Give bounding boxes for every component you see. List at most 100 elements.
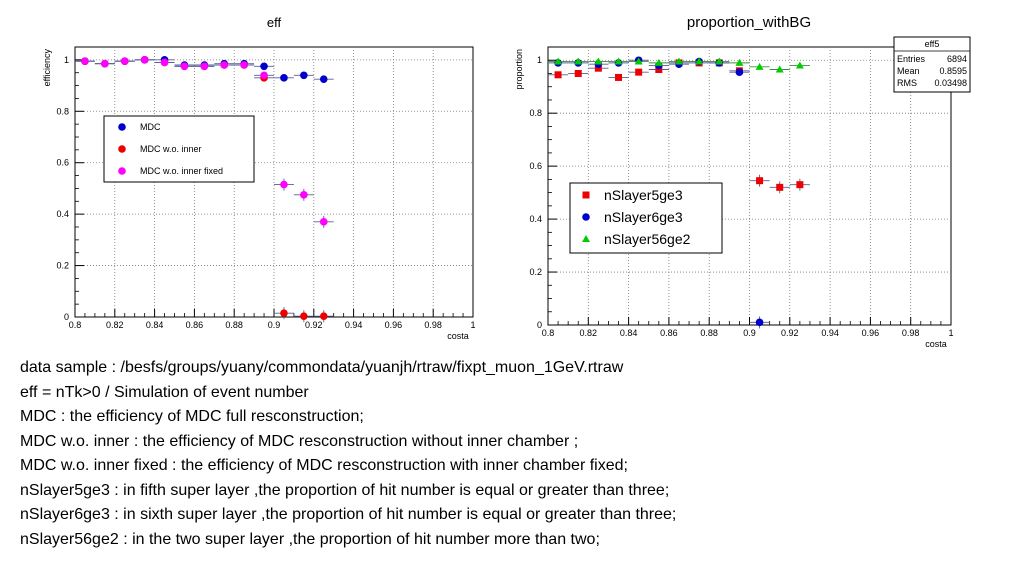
data-point xyxy=(776,183,784,191)
note-nslayer5ge3: nSlayer5ge3 : in fifth super layer ,the … xyxy=(20,481,670,499)
legend-box xyxy=(569,182,723,254)
data-point xyxy=(735,58,744,66)
stats-value: 0.03498 xyxy=(934,78,967,88)
y-tick-label: 0.2 xyxy=(56,261,69,271)
x-axis-label: costa xyxy=(925,339,947,349)
stats-frame xyxy=(893,36,971,93)
y-tick-label: 0 xyxy=(64,312,69,322)
stats-value: 0.8595 xyxy=(939,66,967,76)
data-point xyxy=(180,62,189,71)
note-mdc-wo-inner: MDC w.o. inner : the efficiency of MDC r… xyxy=(20,432,579,450)
legend-label: nSlayer5ge3 xyxy=(604,187,683,203)
legend-marker xyxy=(118,145,126,153)
x-tick-label: 0.9 xyxy=(743,328,756,338)
x-tick-label: 0.92 xyxy=(305,320,323,330)
data-point xyxy=(795,61,804,69)
data-point xyxy=(796,181,804,189)
data-point xyxy=(200,62,209,71)
y-tick-label: 0.8 xyxy=(529,108,542,118)
y-tick-label: 0.8 xyxy=(56,106,69,116)
data-point xyxy=(140,56,149,64)
legend: MDC MDC w.o. inner MDC w.o. inner fixed xyxy=(103,115,255,183)
data-point xyxy=(615,73,623,81)
data-point xyxy=(101,59,109,68)
x-tick-label: 0.88 xyxy=(225,320,243,330)
data-point xyxy=(715,57,724,65)
legend-marker xyxy=(582,235,590,242)
legend: nSlayer5ge3 nSlayer6ge3 nSlayer56ge2 xyxy=(569,182,723,254)
stats-label: Mean xyxy=(897,66,920,76)
data-point xyxy=(280,180,288,189)
description-notes: data sample : /besfs/groups/yuany/common… xyxy=(20,356,1010,552)
x-tick-label: 0.84 xyxy=(146,320,164,330)
legend-label: nSlayer6ge3 xyxy=(604,209,683,225)
data-point xyxy=(240,61,248,69)
data-point xyxy=(554,57,563,65)
y-tick-label: 0.6 xyxy=(56,158,69,168)
data-point xyxy=(260,71,268,80)
x-tick-label: 0.98 xyxy=(902,328,920,338)
stats-value: 6894 xyxy=(947,54,967,64)
x-tick-label: 0.94 xyxy=(821,328,839,338)
y-tick-label: 1 xyxy=(64,55,69,65)
data-point xyxy=(594,64,602,72)
note-nslayer56ge2: nSlayer56ge2 : in the two super layer ,t… xyxy=(20,530,600,548)
legend-label: MDC xyxy=(140,122,161,132)
x-tick-label: 0.8 xyxy=(69,320,82,330)
legend-marker xyxy=(118,167,126,175)
chart-efficiency: eff 0.8 0.82 0.84 0.86 0.88 0.9 0.92 0.94 0.96 0.9… xyxy=(42,15,476,341)
x-tick-label: 0.96 xyxy=(862,328,880,338)
x-tick-label: 0.92 xyxy=(781,328,799,338)
chart-title: proportion_withBG xyxy=(687,14,811,31)
x-tick-label: 0.82 xyxy=(580,328,598,338)
data-point xyxy=(120,57,129,65)
data-point xyxy=(280,74,288,82)
data-point xyxy=(554,71,562,79)
stats-label: Entries xyxy=(897,54,926,64)
x-tick-label: 0.8 xyxy=(542,328,555,338)
chart-proportion-withbg: proportion_withBG 0.8 0.82 0.84 0.86 0.88 0.9 0… xyxy=(514,14,971,349)
x-tick-label: 0.96 xyxy=(385,320,403,330)
data-point xyxy=(81,57,89,65)
y-axis-label: proportion xyxy=(514,49,524,90)
data-point xyxy=(755,62,764,70)
x-tick-label: 0.86 xyxy=(186,320,204,330)
note-data-sample: data sample : /besfs/groups/yuany/common… xyxy=(20,359,624,376)
data-point xyxy=(319,218,328,226)
data-point xyxy=(614,57,623,65)
legend-marker xyxy=(118,123,126,131)
y-tick-label: 0.4 xyxy=(56,209,69,219)
data-point xyxy=(594,57,603,65)
x-tick-label: 1 xyxy=(470,320,475,330)
data-point xyxy=(654,58,663,66)
y-axis-label: efficiency xyxy=(42,49,52,87)
y-tick-label: 0 xyxy=(537,320,542,330)
data-point xyxy=(695,57,704,65)
data-point xyxy=(756,177,764,185)
legend-marker xyxy=(582,191,590,199)
series-MDC w.o. inner xyxy=(75,56,334,323)
data-point xyxy=(220,61,229,69)
x-tick-label: 0.94 xyxy=(345,320,363,330)
chart-title: eff xyxy=(267,15,282,30)
note-mdc-wo-inner-fixed: MDC w.o. inner fixed : the efficiency of… xyxy=(20,457,628,474)
data-point xyxy=(574,69,582,77)
x-tick-label: 1 xyxy=(948,328,953,338)
legend-box xyxy=(103,115,255,183)
x-tick-label: 0.98 xyxy=(424,320,442,330)
series-MDC w.o. inner fixed xyxy=(75,56,334,228)
y-tick-label: 1 xyxy=(537,55,542,65)
data-point xyxy=(635,68,643,76)
legend-label: nSlayer56ge2 xyxy=(604,231,691,247)
legend-label: MDC w.o. inner fixed xyxy=(140,166,223,176)
legend-marker xyxy=(582,213,590,221)
stats-box: eff5 Entries 6894 Mean 0.8595 RMS 0.03498 xyxy=(893,36,971,93)
data-point xyxy=(319,312,328,321)
x-tick-label: 0.9 xyxy=(268,320,281,330)
x-tick-label: 0.84 xyxy=(620,328,638,338)
y-tick-label: 0.4 xyxy=(529,214,542,224)
x-axis-label: costa xyxy=(447,331,469,341)
y-tick-label: 0.2 xyxy=(529,267,542,277)
x-tick-label: 0.86 xyxy=(660,328,678,338)
data-point xyxy=(655,66,663,74)
